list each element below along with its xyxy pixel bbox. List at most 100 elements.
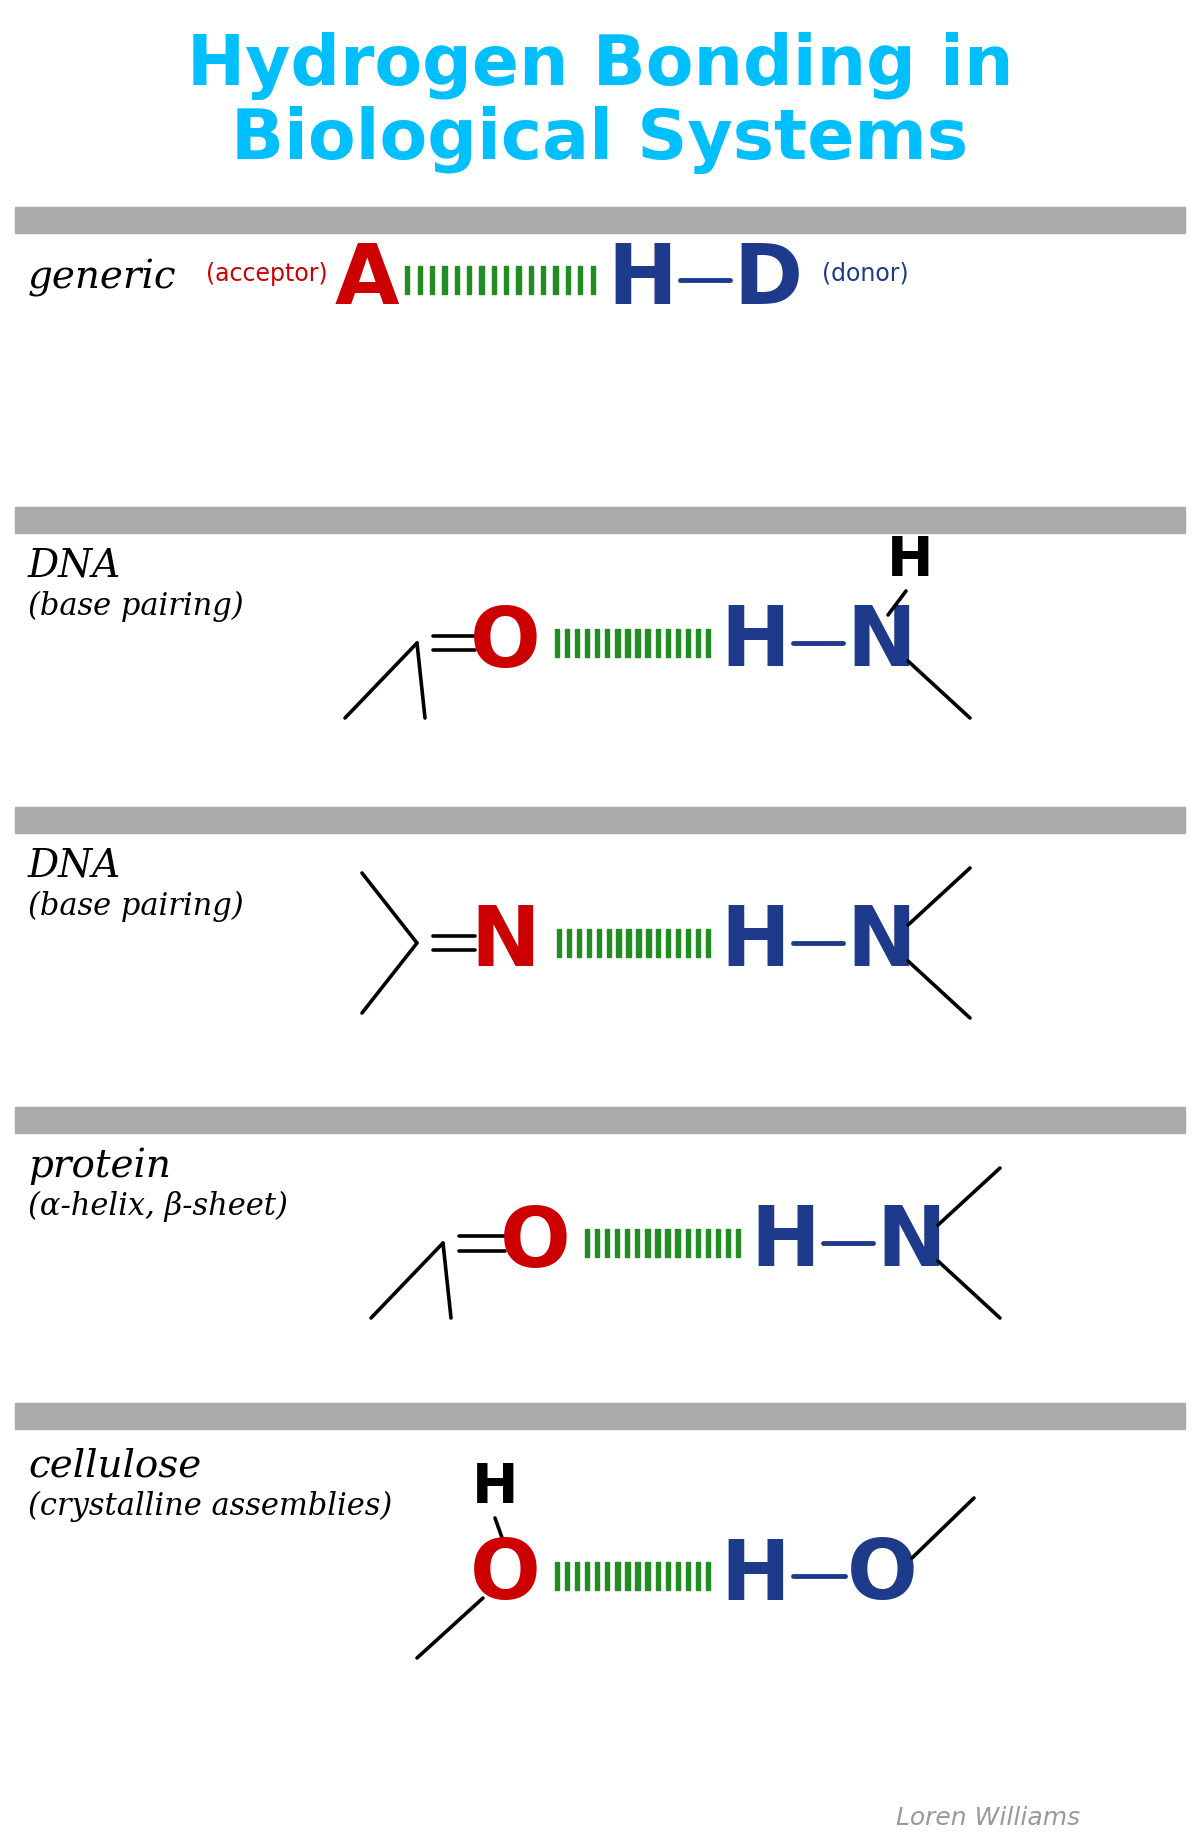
Bar	[606, 930, 611, 957]
Bar	[586, 628, 589, 658]
Text: H: H	[607, 240, 677, 320]
Bar	[676, 1229, 679, 1257]
Text: O: O	[499, 1203, 570, 1284]
Bar	[636, 930, 641, 957]
Bar	[656, 930, 660, 957]
Bar	[706, 930, 710, 957]
Text: H: H	[720, 602, 790, 684]
Text: (acceptor): (acceptor)	[206, 262, 328, 286]
Text: protein: protein	[28, 1148, 170, 1185]
Text: H: H	[750, 1203, 820, 1284]
Bar	[636, 628, 640, 658]
Bar	[685, 1229, 690, 1257]
Bar	[586, 1562, 589, 1591]
Bar	[430, 266, 434, 294]
Bar	[467, 266, 472, 294]
Text: H: H	[720, 1536, 790, 1617]
Bar	[14, 808, 1186, 833]
Text: (crystalline assemblies): (crystalline assemblies)	[28, 1489, 392, 1521]
Bar	[578, 266, 582, 294]
Bar	[479, 266, 484, 294]
Bar	[685, 628, 690, 658]
Bar	[635, 1229, 640, 1257]
Bar	[625, 628, 630, 658]
Bar	[455, 266, 458, 294]
Bar	[646, 1229, 649, 1257]
Bar	[616, 1229, 619, 1257]
Bar	[596, 930, 601, 957]
Bar	[418, 266, 422, 294]
Bar	[676, 628, 680, 658]
Text: (donor): (donor)	[822, 262, 908, 286]
Text: N: N	[470, 902, 540, 983]
Text: cellulose: cellulose	[28, 1447, 202, 1484]
Bar	[605, 1229, 610, 1257]
Bar	[554, 628, 559, 658]
Bar	[706, 1229, 710, 1257]
Bar	[14, 1403, 1186, 1429]
Bar	[443, 266, 446, 294]
Bar	[492, 266, 496, 294]
Text: H: H	[720, 902, 790, 983]
Bar	[595, 1562, 599, 1591]
Bar	[666, 1562, 670, 1591]
Bar	[14, 1107, 1186, 1133]
Bar	[605, 628, 610, 658]
Bar	[584, 1229, 589, 1257]
Bar	[706, 628, 710, 658]
Bar	[565, 1562, 569, 1591]
Bar	[575, 1562, 580, 1591]
Bar	[625, 1229, 629, 1257]
Bar	[696, 1229, 700, 1257]
Bar	[736, 1229, 740, 1257]
Bar	[726, 1229, 730, 1257]
Text: (base pairing): (base pairing)	[28, 590, 244, 621]
Text: D: D	[733, 240, 802, 320]
Bar	[516, 266, 521, 294]
Text: DNA: DNA	[28, 848, 121, 885]
Bar	[14, 506, 1186, 532]
Bar	[406, 266, 409, 294]
Text: (α-helix, β-sheet): (α-helix, β-sheet)	[28, 1190, 288, 1222]
Text: Biological Systems: Biological Systems	[232, 105, 968, 174]
Bar	[595, 1229, 599, 1257]
Text: (base pairing): (base pairing)	[28, 891, 244, 922]
Bar	[14, 207, 1186, 233]
Text: N: N	[876, 1203, 946, 1284]
Bar	[706, 1562, 710, 1591]
Bar	[575, 628, 580, 658]
Text: Loren Williams: Loren Williams	[896, 1805, 1080, 1830]
Text: H: H	[887, 534, 934, 588]
Bar	[587, 930, 590, 957]
Bar	[686, 930, 690, 957]
Bar	[625, 1562, 630, 1591]
Bar	[566, 930, 571, 957]
Bar	[655, 1229, 660, 1257]
Bar	[616, 628, 619, 658]
Bar	[696, 1562, 700, 1591]
Bar	[554, 1562, 559, 1591]
Text: O: O	[847, 1536, 918, 1617]
Bar	[655, 628, 660, 658]
Bar	[590, 266, 595, 294]
Bar	[565, 628, 569, 658]
Bar	[696, 628, 700, 658]
Text: generic: generic	[28, 259, 176, 298]
Bar	[636, 1562, 640, 1591]
Text: DNA: DNA	[28, 547, 121, 584]
Bar	[666, 628, 670, 658]
Bar	[696, 930, 701, 957]
Bar	[715, 1229, 720, 1257]
Bar	[655, 1562, 660, 1591]
Bar	[553, 266, 558, 294]
Bar	[616, 1562, 619, 1591]
Bar	[647, 930, 650, 957]
Text: A: A	[335, 240, 400, 320]
Bar	[577, 930, 581, 957]
Bar	[646, 1562, 649, 1591]
Bar	[666, 930, 671, 957]
Bar	[646, 628, 649, 658]
Bar	[529, 266, 533, 294]
Bar	[676, 1562, 680, 1591]
Text: O: O	[469, 602, 540, 684]
